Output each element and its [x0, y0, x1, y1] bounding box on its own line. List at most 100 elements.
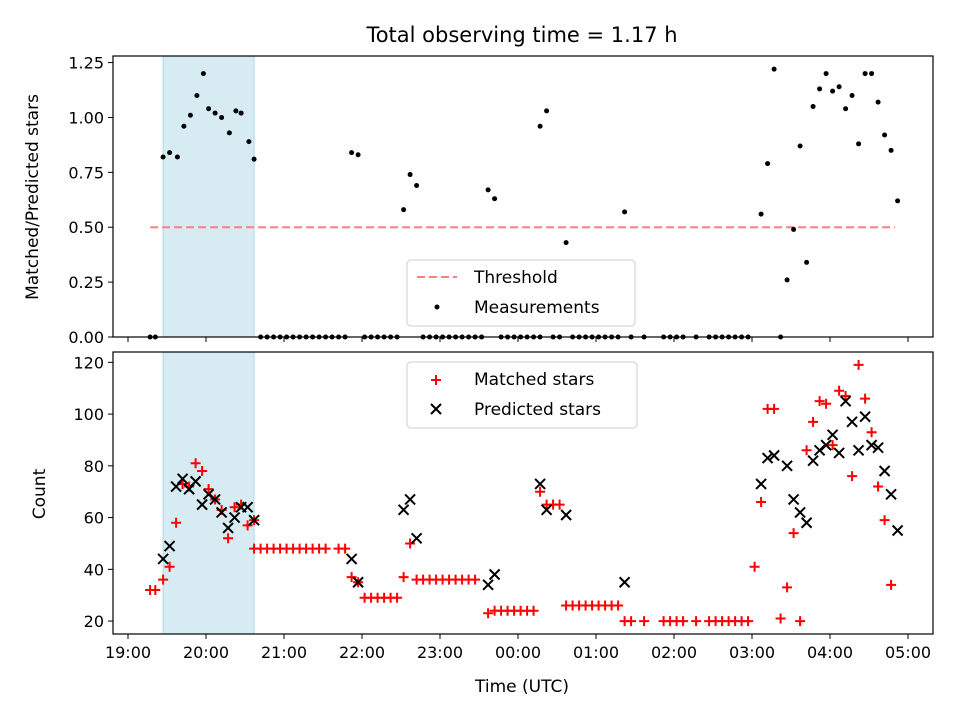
matched-point	[879, 515, 890, 526]
matched-point	[405, 538, 416, 549]
y-tick-label: 0.75	[68, 163, 104, 182]
y-tick-label: 20	[84, 612, 104, 631]
measurement-point	[492, 196, 498, 202]
matched-point	[775, 613, 786, 624]
y-tick-label: 80	[84, 457, 104, 476]
measurement-point	[160, 154, 166, 160]
matched-point	[886, 579, 897, 590]
predicted-point	[865, 439, 878, 451]
highlight-span	[162, 55, 255, 338]
predicted-point	[852, 444, 865, 457]
measurement-point	[622, 209, 628, 215]
matched-point	[150, 585, 161, 596]
matched-point	[242, 520, 253, 531]
x-tick-label: 20:00	[183, 643, 229, 662]
predicted-point	[163, 540, 176, 552]
plot-frame	[112, 351, 934, 635]
x-tick-label: 03:00	[729, 643, 775, 662]
measurement-point	[407, 172, 413, 178]
y-tick-label: 120	[73, 353, 104, 372]
measurement-point	[784, 277, 790, 283]
measurement-point	[233, 108, 239, 114]
matched-point	[769, 403, 780, 414]
matched-point	[229, 502, 240, 513]
predicted-point	[839, 395, 852, 407]
predicted-point	[820, 439, 832, 451]
measurement-point	[174, 154, 180, 160]
measurement-point	[823, 71, 829, 77]
measurement-point	[206, 106, 212, 112]
predicted-point	[196, 498, 208, 511]
measurement-point	[485, 187, 491, 193]
matched-point	[340, 543, 351, 554]
measurement-point	[563, 240, 569, 246]
matched-point	[613, 600, 624, 611]
predicted-point	[833, 447, 845, 459]
y-axis-ticks: 20 40 60 80 100 120	[73, 353, 113, 631]
legend-frame	[406, 259, 636, 327]
matched-point	[749, 561, 760, 572]
predicted-point	[176, 473, 189, 485]
matched-point	[795, 616, 806, 627]
measurement-point	[836, 84, 842, 90]
predicted-point	[781, 460, 793, 472]
matched-point	[873, 481, 884, 492]
matched-point	[190, 458, 201, 469]
measurement-point	[882, 132, 888, 138]
matched-point	[866, 427, 877, 438]
legend-predicted-swatch	[430, 403, 442, 415]
predicted-point	[410, 532, 423, 544]
predicted-point	[878, 465, 891, 477]
measurement-point	[401, 207, 407, 213]
predicted-point	[248, 514, 260, 526]
y-tick-label: 1.00	[68, 108, 104, 127]
matched-point	[528, 605, 539, 616]
y-tick-label: 100	[73, 405, 104, 424]
measurement-point	[167, 150, 173, 156]
legend: Matched stars Predicted stars	[406, 361, 638, 429]
y-axis-ticks: 0.00 0.25 0.50 0.75 1.00 1.25	[68, 54, 113, 347]
x-axis-ticks: 19:00 20:00 21:00 22:00 23:00 00:00 01:00 02:00…	[105, 634, 931, 662]
predicted-point	[768, 449, 780, 462]
x-tick-label: 00:00	[495, 643, 541, 662]
predicted-point	[482, 579, 494, 591]
legend-matched-swatch	[431, 375, 441, 385]
matched-point	[860, 393, 871, 404]
predicted-point	[534, 478, 546, 490]
predicted-point	[157, 553, 169, 565]
measurement-point	[200, 71, 206, 77]
measurement-point	[869, 71, 875, 77]
predicted-point	[404, 493, 416, 506]
x-tick-label: 19:00	[105, 643, 151, 662]
matched-point	[164, 561, 175, 572]
y-tick-label: 40	[84, 560, 104, 579]
matched-point	[320, 543, 331, 554]
x-tick-label: 05:00	[885, 643, 931, 662]
y-tick-label: 0.25	[68, 273, 104, 292]
measurement-point	[355, 152, 361, 158]
legend-matched-label: Matched stars	[474, 370, 594, 390]
measurement-point	[219, 114, 225, 120]
measurement-point	[791, 226, 797, 232]
predicted-point	[488, 568, 501, 581]
matched-point	[171, 517, 182, 528]
x-tick-label: 21:00	[261, 643, 307, 662]
legend-measurement-label: Measurements	[474, 298, 600, 318]
measurement-point	[181, 123, 187, 129]
matched-point	[470, 574, 481, 585]
measurement-point	[349, 150, 355, 156]
predicted-point	[859, 410, 871, 423]
x-tick-label: 02:00	[651, 643, 697, 662]
predicted-points	[157, 395, 904, 591]
measurement-point	[895, 198, 901, 204]
matched-point	[808, 416, 819, 427]
legend: Threshold Measurements	[406, 259, 636, 327]
measurement-point	[797, 143, 803, 149]
matched-point	[847, 471, 858, 482]
legend-predicted-label: Predicted stars	[474, 400, 601, 420]
predicted-point	[826, 429, 839, 441]
y-tick-label: 0.50	[68, 218, 104, 237]
measurement-point	[862, 71, 868, 77]
predicted-point	[755, 478, 767, 490]
